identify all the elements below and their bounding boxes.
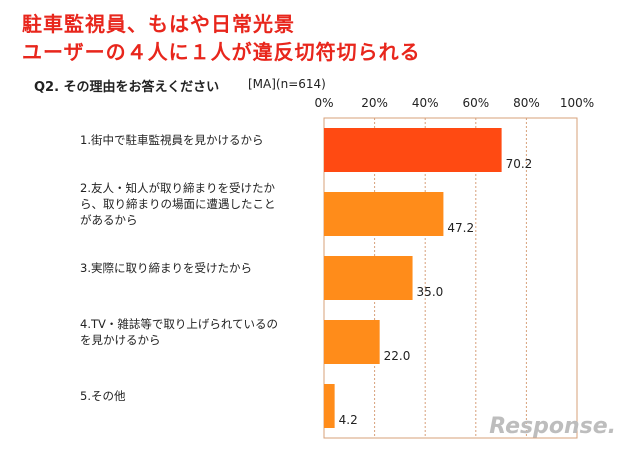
- x-tick-label-5: 100%: [560, 96, 594, 110]
- category-label-4-line-2: を見かけるから: [80, 333, 161, 347]
- response-logo: Response.: [489, 414, 616, 439]
- value-label-4: 22.0: [384, 349, 411, 363]
- bar-4: [324, 320, 380, 364]
- category-label-2-line-1: 2.友人・知人が取り締まりを受けたか: [80, 181, 275, 195]
- chart-title-line-2: ユーザーの４人に１人が違反切符切られる: [22, 40, 421, 64]
- bar-3: [324, 256, 413, 300]
- category-label-2-line-2: ら、取り締まりの場面に遭遇したこと: [80, 197, 276, 211]
- bar-2: [324, 192, 444, 236]
- value-label-2: 47.2: [447, 221, 474, 235]
- bar-5: [324, 384, 335, 428]
- x-tick-label-4: 80%: [513, 96, 540, 110]
- category-label-4-line-1: 4.TV・雑誌等で取り上げられているの: [80, 317, 278, 331]
- category-label-3-line-1: 3.実際に取り締まりを受けたから: [80, 261, 252, 275]
- x-tick-label-0: 0%: [314, 96, 333, 110]
- category-label-1-line-1: 1.街中で駐車監視員を見かけるから: [80, 133, 263, 147]
- value-label-5: 4.2: [339, 413, 358, 427]
- chart-title-line-1: 駐車監視員、もはや日常光景: [22, 12, 295, 36]
- category-label-5-line-1: 5.その他: [80, 389, 126, 403]
- bar-1: [324, 128, 502, 172]
- question-label: Q2. その理由をお答えください: [34, 80, 220, 95]
- x-tick-label-1: 20%: [361, 96, 388, 110]
- x-tick-label-3: 60%: [462, 96, 489, 110]
- value-label-1: 70.2: [506, 157, 533, 171]
- category-label-2-line-3: があるから: [80, 213, 138, 227]
- sample-note: [MA](n=614): [248, 77, 326, 91]
- x-tick-label-2: 40%: [412, 96, 439, 110]
- value-label-3: 35.0: [417, 285, 444, 299]
